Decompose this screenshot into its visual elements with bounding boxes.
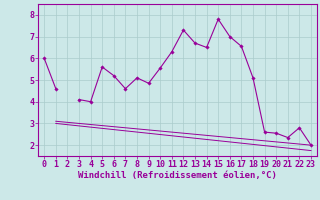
X-axis label: Windchill (Refroidissement éolien,°C): Windchill (Refroidissement éolien,°C) [78,171,277,180]
